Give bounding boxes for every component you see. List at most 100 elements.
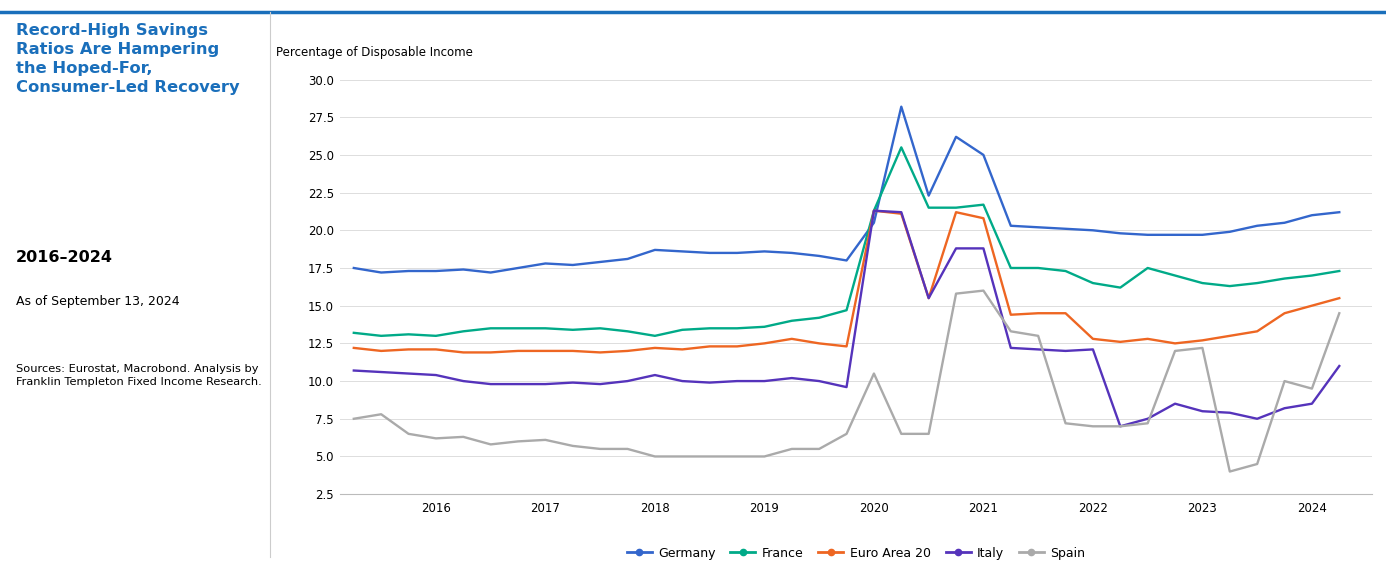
Germany <box>1112 230 1128 237</box>
Euro Area 20 <box>1195 337 1211 344</box>
Germany <box>920 192 937 199</box>
France <box>893 144 909 151</box>
Italy <box>345 367 362 374</box>
France <box>647 332 664 339</box>
Germany <box>1277 219 1293 226</box>
Spain <box>1221 468 1238 475</box>
Euro Area 20 <box>510 348 527 354</box>
Italy <box>976 245 992 252</box>
France <box>1139 265 1156 272</box>
Euro Area 20 <box>592 349 608 356</box>
Germany <box>757 248 773 255</box>
Italy <box>1112 423 1128 430</box>
Germany <box>538 260 554 267</box>
Spain <box>948 290 965 297</box>
Italy <box>920 295 937 302</box>
Italy <box>1139 415 1156 422</box>
Euro Area 20 <box>345 345 362 352</box>
Italy <box>783 375 800 382</box>
Italy <box>564 379 581 386</box>
Euro Area 20 <box>373 348 389 354</box>
France <box>564 327 581 333</box>
Germany <box>401 268 417 274</box>
Spain <box>701 453 718 460</box>
Spain <box>1030 332 1046 339</box>
France <box>373 332 389 339</box>
Line: Euro Area 20: Euro Area 20 <box>353 211 1339 352</box>
Spain <box>455 433 471 440</box>
Italy <box>428 371 445 378</box>
Italy <box>1221 410 1238 416</box>
Germany <box>1085 227 1102 233</box>
France <box>1085 279 1102 286</box>
Italy <box>1195 408 1211 415</box>
Germany <box>373 269 389 276</box>
France <box>510 325 527 332</box>
Spain <box>1112 423 1128 430</box>
Euro Area 20 <box>647 345 664 352</box>
Euro Area 20 <box>811 340 827 347</box>
Italy <box>592 381 608 387</box>
Germany <box>866 219 883 226</box>
Italy <box>893 209 909 216</box>
Euro Area 20 <box>1277 310 1293 316</box>
France <box>783 318 800 324</box>
Euro Area 20 <box>1249 328 1265 335</box>
Italy <box>674 378 690 385</box>
Spain <box>538 436 554 443</box>
Euro Area 20 <box>564 348 581 354</box>
Spain <box>1195 345 1211 352</box>
Germany <box>729 249 746 256</box>
Line: France: France <box>353 147 1339 336</box>
Spain <box>1002 328 1019 335</box>
Italy <box>482 381 499 387</box>
Germany <box>674 248 690 255</box>
Euro Area 20 <box>757 340 773 347</box>
Italy <box>455 378 471 385</box>
Euro Area 20 <box>428 346 445 353</box>
Germany <box>976 152 992 158</box>
Spain <box>729 453 746 460</box>
Italy <box>1277 405 1293 412</box>
Germany <box>1221 228 1238 235</box>
Euro Area 20 <box>948 209 965 216</box>
Germany <box>893 103 909 110</box>
Spain <box>866 370 883 377</box>
Italy <box>1249 415 1265 422</box>
Text: Sources: Eurostat, Macrobond. Analysis by
Franklin Templeton Fixed Income Resear: Sources: Eurostat, Macrobond. Analysis b… <box>17 364 262 387</box>
Spain <box>1167 348 1184 354</box>
Italy <box>647 371 664 378</box>
France <box>345 329 362 336</box>
Germany <box>455 266 471 273</box>
Italy <box>866 207 883 214</box>
Germany <box>701 249 718 256</box>
Spain <box>1139 420 1156 427</box>
Germany <box>839 257 855 264</box>
Germany <box>647 247 664 253</box>
Euro Area 20 <box>701 343 718 350</box>
Spain <box>893 431 909 437</box>
Italy <box>1030 346 1046 353</box>
Spain <box>1277 378 1293 385</box>
Spain <box>564 442 581 449</box>
Germany <box>510 265 527 272</box>
France <box>1002 265 1019 272</box>
France <box>729 325 746 332</box>
Euro Area 20 <box>1139 336 1156 343</box>
Euro Area 20 <box>482 349 499 356</box>
Spain <box>428 435 445 442</box>
Euro Area 20 <box>976 215 992 222</box>
Spain <box>811 445 827 452</box>
Euro Area 20 <box>1002 311 1019 318</box>
Euro Area 20 <box>1085 336 1102 343</box>
Euro Area 20 <box>729 343 746 350</box>
Italy <box>1058 348 1074 354</box>
France <box>1331 268 1347 274</box>
France <box>866 207 883 214</box>
Germany <box>1331 209 1347 216</box>
France <box>1195 279 1211 286</box>
Text: 2016–2024: 2016–2024 <box>17 250 114 265</box>
Italy <box>1085 346 1102 353</box>
Italy <box>1331 362 1347 369</box>
France <box>620 328 636 335</box>
